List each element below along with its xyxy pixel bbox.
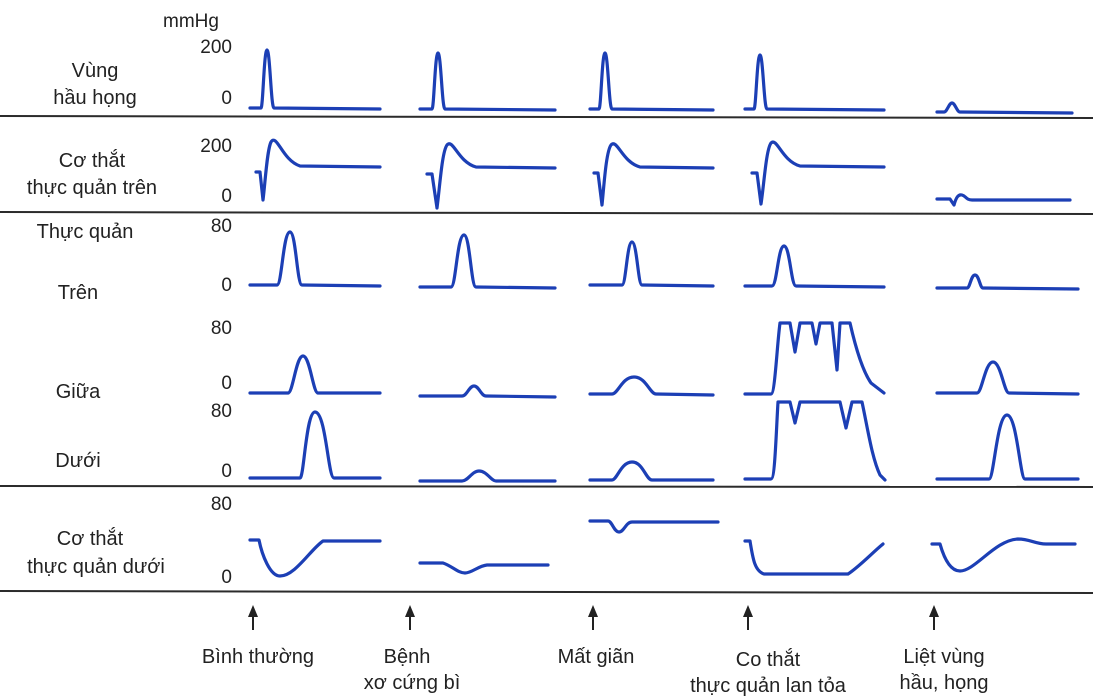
trace-pharynx [935,101,1074,115]
divider-line [0,115,1093,119]
trace-ues [750,140,886,206]
tick-eso-upper-top: 80 [211,216,232,237]
condition-labels: Bình thường Bệnh xơ cứng bì Mất giãn Co … [202,646,989,697]
condition-label-spasm-2: thực quản lan tỏa [690,675,847,697]
trace-ues [592,142,715,207]
condition-label-paralysis-2: hầu, họng [900,672,989,694]
trace-pharynx [248,48,382,111]
row-label-ues-2: thực quản trên [27,177,157,199]
tick-pharynx-zero: 0 [221,88,232,109]
tick-eso-middle-zero: 0 [221,373,232,394]
tick-eso-upper-zero: 0 [221,275,232,296]
tick-eso-lower-top: 80 [211,401,232,422]
tick-les-zero: 0 [221,567,232,588]
row-label-eso-lower: Dưới [55,450,100,472]
row-label-ues-1: Cơ thắt [59,149,126,172]
divider-line [0,590,1093,594]
dividers [0,115,1093,594]
row-label-les-2: thực quản dưới [27,556,165,578]
trace-pharynx [418,51,557,112]
trace-les [930,537,1077,573]
traces-pharyngeal-paralysis [930,101,1080,573]
condition-label-normal: Bình thường [202,646,314,668]
tick-ues-zero: 0 [221,186,232,207]
trace-eso-lower [935,413,1080,481]
condition-label-scleroderma-1: Bệnh [384,646,431,668]
arrow-up-icon [248,605,258,630]
traces-scleroderma [418,51,557,575]
tick-les-top: 80 [211,494,232,515]
condition-label-paralysis-1: Liệt vùng [903,646,984,668]
trace-ues [935,193,1072,207]
trace-eso-upper [935,273,1080,291]
divider-line [0,485,1093,488]
trace-eso-middle [418,384,557,399]
row-label-pharynx-2: hầu họng [53,87,136,109]
trace-ues [425,142,557,210]
traces-achalasia [588,51,720,534]
condition-label-achalasia: Mất giãn [558,646,635,668]
unit-label: mmHg [163,11,219,32]
row-label-pharynx-1: Vùng [72,60,119,82]
trace-eso-lower [588,460,715,482]
trace-pharynx [588,51,715,112]
arrow-up-icon [743,605,753,630]
tick-eso-middle-top: 80 [211,318,232,339]
trace-les [743,539,885,576]
row-labels: Vùng hầu họng Cơ thắt thực quản trên Thự… [27,60,165,578]
trace-eso-lower [248,410,382,480]
trace-eso-lower [418,469,557,483]
divider-line [0,211,1093,215]
arrow-up-icon [929,605,939,630]
tick-ues-top: 200 [200,136,232,157]
trace-eso-upper [743,244,886,289]
tick-eso-lower-zero: 0 [221,461,232,482]
trace-eso-middle [743,321,886,396]
arrow-up-icon [405,605,415,630]
trace-les [248,538,382,578]
arrow-up-icon [588,605,598,630]
row-label-eso-upper: Trên [58,282,98,304]
trace-eso-lower [743,400,887,482]
row-label-les-1: Cơ thắt [57,527,124,550]
trace-eso-middle [248,354,382,395]
swallow-arrows [248,605,939,630]
condition-label-scleroderma-2: xơ cứng bì [364,672,461,694]
trace-les [588,519,720,534]
tick-labels: 200 0 200 0 80 0 80 0 80 0 80 0 [200,37,232,588]
trace-eso-upper [418,233,557,290]
condition-label-spasm-1: Co thắt [736,648,801,671]
trace-eso-upper [248,230,382,288]
trace-eso-middle [588,375,715,397]
row-label-eso-middle: Giữa [56,381,101,403]
trace-pharynx [743,53,886,112]
trace-eso-upper [588,240,715,288]
trace-les [418,561,550,575]
tick-pharynx-top: 200 [200,37,232,58]
trace-ues [254,138,382,202]
traces-normal [248,48,382,578]
row-label-eso-1: Thực quản [37,221,134,243]
traces-diffuse-spasm [743,53,887,576]
trace-eso-middle [935,360,1080,396]
